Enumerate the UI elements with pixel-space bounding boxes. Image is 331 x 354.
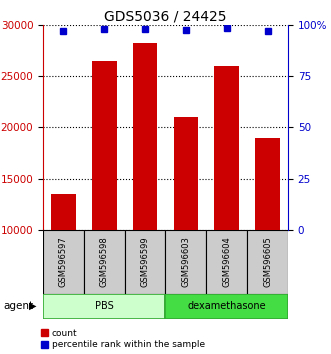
Bar [133,43,157,333]
Bar [84,230,125,294]
Bar [247,230,288,294]
Bar [43,230,84,294]
Text: GSM596597: GSM596597 [59,236,68,287]
Legend: count, percentile rank within the sample: count, percentile rank within the sample [41,329,205,349]
Text: GSM596598: GSM596598 [100,236,109,287]
Text: ▶: ▶ [29,301,37,311]
Bar [125,230,166,294]
Bar [206,230,247,294]
Bar [166,294,288,319]
Text: GSM596603: GSM596603 [181,236,190,287]
Text: agent: agent [3,301,33,311]
Text: GSM596605: GSM596605 [263,236,272,287]
Bar [214,66,239,333]
Bar [51,194,76,333]
Title: GDS5036 / 24425: GDS5036 / 24425 [104,10,227,24]
Text: GSM596604: GSM596604 [222,236,231,287]
Text: dexamethasone: dexamethasone [187,301,266,311]
Text: PBS: PBS [95,301,114,311]
Bar [255,138,280,333]
Bar [92,61,117,333]
Bar [166,230,206,294]
Text: GSM596599: GSM596599 [141,236,150,287]
Bar [174,117,198,333]
Bar [43,294,166,319]
